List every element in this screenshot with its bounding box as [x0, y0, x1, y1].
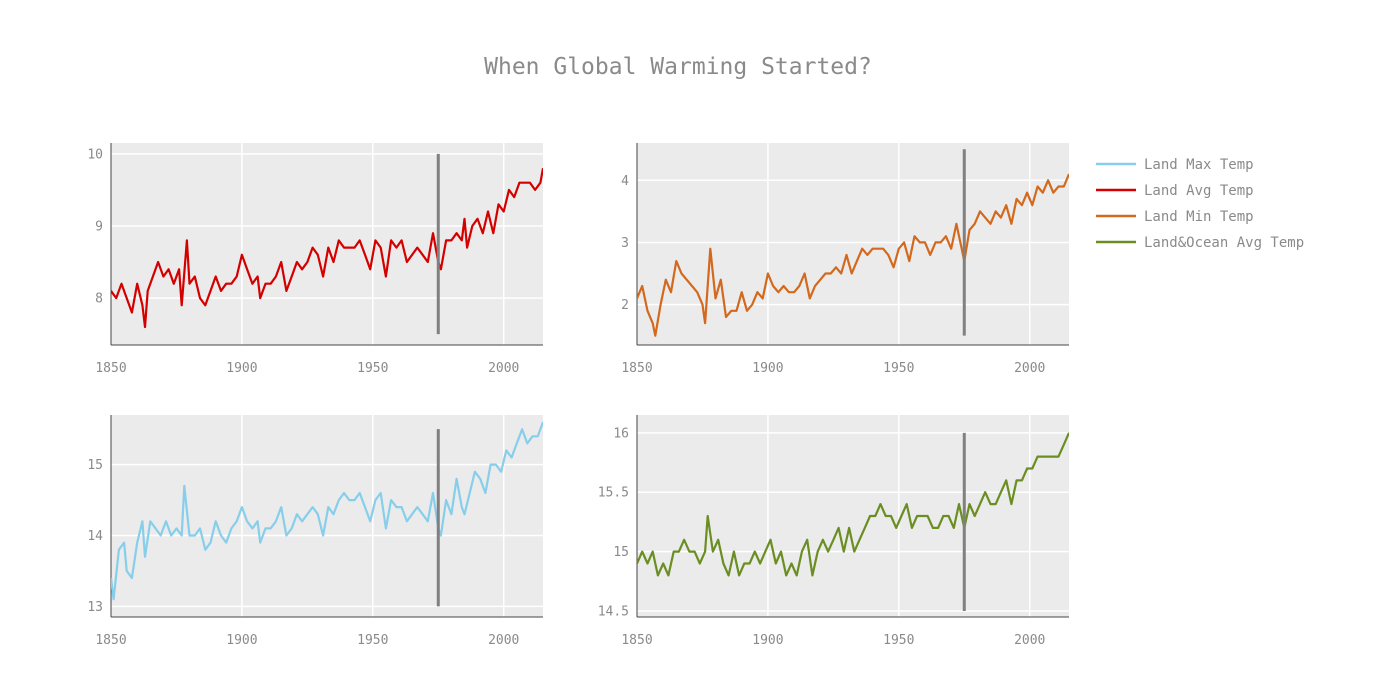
legend-label: Land Max Temp [1144, 157, 1254, 173]
series-line-land-avg [111, 168, 543, 329]
x-tick-label: 1950 [357, 633, 388, 648]
x-tick-label: 2000 [1014, 361, 1045, 376]
legend-item[interactable]: Land Min Temp [1096, 209, 1254, 225]
subplot-land-ocean: 1850 1900 1950 2000 14.5 15 15.5 16 [598, 415, 1069, 648]
y-tick-label: 15.5 [598, 486, 629, 501]
y-tick-label: 15 [87, 458, 103, 473]
subplot-land-max: 1850 1900 1950 2000 13 14 15 [87, 415, 543, 648]
subplot-land-avg: 1850 1900 1950 2000 8 9 10 [87, 143, 543, 376]
series-line-land-ocean [637, 432, 1069, 577]
plot-area [637, 415, 1069, 617]
x-tick-label: 2000 [1014, 633, 1045, 648]
legend-label: Land Min Temp [1144, 209, 1254, 225]
legend-item[interactable]: Land Max Temp [1096, 157, 1254, 173]
x-tick-label: 1950 [883, 361, 914, 376]
y-tick-label: 15 [613, 545, 629, 560]
plot-area [637, 143, 1069, 345]
series-line-land-max [111, 421, 543, 601]
x-tick-label: 1850 [621, 361, 652, 376]
x-tick-label: 1950 [883, 633, 914, 648]
x-tick-label: 2000 [488, 361, 519, 376]
y-tick-label: 14 [87, 529, 103, 544]
y-tick-label: 2 [621, 298, 629, 313]
series-line-land-min [637, 173, 1069, 337]
y-tick-label: 8 [95, 292, 103, 307]
y-tick-label: 16 [613, 426, 629, 441]
y-tick-label: 10 [87, 147, 103, 162]
legend-label: Land&Ocean Avg Temp [1144, 235, 1304, 251]
x-tick-label: 1900 [226, 633, 257, 648]
y-tick-label: 13 [87, 600, 103, 615]
y-tick-label: 9 [95, 219, 103, 234]
chart-title: When Global Warming Started? [484, 54, 872, 80]
legend-item[interactable]: Land&Ocean Avg Temp [1096, 235, 1304, 251]
x-tick-label: 1900 [226, 361, 257, 376]
x-tick-label: 2000 [488, 633, 519, 648]
x-tick-label: 1850 [95, 361, 126, 376]
x-tick-label: 1850 [621, 633, 652, 648]
legend-label: Land Avg Temp [1144, 183, 1254, 199]
x-tick-label: 1850 [95, 633, 126, 648]
plot-area [111, 143, 543, 345]
legend: Land Max Temp Land Avg Temp Land Min Temp L… [1096, 157, 1304, 251]
y-tick-label: 14.5 [598, 605, 629, 620]
x-tick-label: 1950 [357, 361, 388, 376]
legend-item[interactable]: Land Avg Temp [1096, 183, 1254, 199]
y-tick-label: 3 [621, 236, 629, 251]
subplot-land-min: 1850 1900 1950 2000 2 3 4 [621, 143, 1069, 376]
x-tick-label: 1900 [752, 633, 783, 648]
x-tick-label: 1900 [752, 361, 783, 376]
y-tick-label: 4 [621, 174, 629, 189]
